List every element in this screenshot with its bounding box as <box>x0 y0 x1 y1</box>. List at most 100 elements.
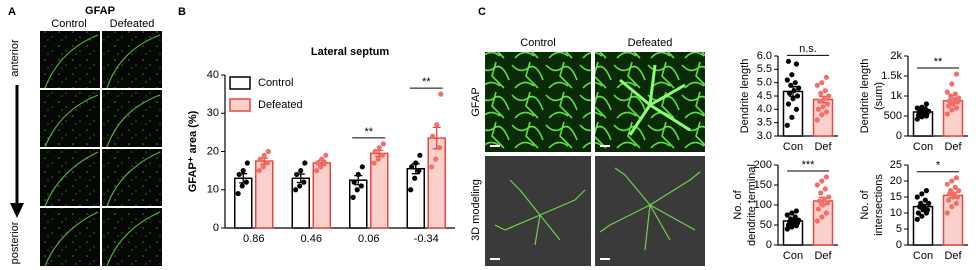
y-tick-label: 2k <box>890 50 902 62</box>
data-point <box>820 104 826 110</box>
data-point <box>814 182 820 188</box>
y-axis-label: (sum) <box>873 82 885 110</box>
data-point <box>822 88 828 94</box>
data-point <box>350 194 356 200</box>
column-label: Defeated <box>110 18 155 30</box>
y-tick-label: 0 <box>213 222 219 234</box>
data-point <box>923 188 930 194</box>
data-point <box>784 212 790 218</box>
data-point <box>372 148 378 155</box>
significance-label: * <box>936 160 941 172</box>
data-point <box>789 72 795 78</box>
y-axis-label: dendrite terminal <box>746 164 758 246</box>
y-tick-label: 5.0 <box>757 77 772 89</box>
data-point <box>944 89 950 95</box>
data-point <box>784 122 790 128</box>
y-tick-label: 500 <box>884 110 902 122</box>
arrow-head <box>10 203 24 218</box>
data-point <box>824 101 831 107</box>
x-tick-label: 0.86 <box>243 233 264 245</box>
data-point <box>914 105 920 111</box>
x-tick-label: Con <box>783 250 803 262</box>
data-point <box>297 183 303 189</box>
x-tick-label: Con <box>913 250 933 262</box>
data-point <box>371 160 377 166</box>
data-point <box>784 77 790 83</box>
data-point <box>945 197 952 203</box>
data-point <box>235 190 241 197</box>
significance-label: ** <box>934 56 943 68</box>
y-tick-label: 4.5 <box>757 90 772 102</box>
y-tick-label: 25 <box>890 159 902 171</box>
data-point <box>822 186 828 192</box>
data-point <box>789 210 795 216</box>
data-point <box>945 103 952 109</box>
data-point <box>952 184 958 190</box>
y-axis-label: Dendrite length <box>859 59 871 134</box>
x-tick-label: Def <box>944 250 962 262</box>
data-point <box>924 207 931 213</box>
data-point <box>302 160 308 166</box>
y-tick-label: 40 <box>207 69 219 81</box>
y-tick-label: 30 <box>207 107 219 119</box>
data-point <box>823 210 830 216</box>
data-point <box>818 190 824 196</box>
data-point <box>953 71 960 77</box>
data-point <box>322 160 328 166</box>
micrographs <box>485 52 705 266</box>
data-point <box>914 194 920 200</box>
x-tick-label: Con <box>913 141 933 153</box>
y-tick-label: 20 <box>207 145 219 157</box>
significance-label: ** <box>422 76 431 88</box>
x-tick-label: Def <box>814 141 832 153</box>
y-axis-label: No. of <box>859 189 871 219</box>
data-point <box>952 91 958 97</box>
data-point <box>814 82 820 88</box>
data-point <box>318 164 324 170</box>
y-tick-label: 20 <box>890 175 902 187</box>
data-point <box>793 208 800 214</box>
data-point <box>785 101 792 107</box>
data-point <box>819 214 825 220</box>
data-point <box>823 174 830 180</box>
data-point <box>946 98 953 104</box>
data-point <box>816 98 823 104</box>
data-point <box>264 160 270 166</box>
data-point <box>375 156 381 162</box>
data-point <box>791 88 797 94</box>
data-point <box>788 82 794 88</box>
y-tick-label: 4.0 <box>757 103 772 115</box>
data-point <box>821 96 827 102</box>
data-point <box>953 105 960 111</box>
y-axis-label: No. of <box>732 189 744 219</box>
data-point <box>789 114 795 120</box>
legend-swatch <box>229 76 251 90</box>
data-point <box>826 93 832 99</box>
legend-swatch <box>229 98 251 112</box>
data-point <box>796 217 802 223</box>
data-point <box>380 141 386 147</box>
data-point <box>319 156 325 162</box>
panel-label: B <box>178 6 186 18</box>
data-point <box>949 178 955 184</box>
y-tick-label: 5 <box>896 223 902 235</box>
data-point <box>821 196 827 202</box>
data-point <box>948 188 954 194</box>
data-point <box>260 164 266 170</box>
data-point <box>315 160 321 166</box>
x-tick-label: Def <box>944 141 962 153</box>
data-point <box>956 188 962 194</box>
data-point <box>944 210 950 216</box>
y-tick-label: 200 <box>754 159 772 171</box>
x-tick-label: 0.06 <box>358 233 379 245</box>
data-point <box>794 93 801 99</box>
axis-label: posterior <box>9 221 21 264</box>
data-point <box>433 156 439 162</box>
data-point <box>408 187 414 193</box>
bar <box>427 137 446 229</box>
data-point <box>816 198 823 204</box>
y-tick-label: 1k <box>890 90 902 102</box>
data-point <box>294 171 300 178</box>
data-point <box>819 178 825 184</box>
